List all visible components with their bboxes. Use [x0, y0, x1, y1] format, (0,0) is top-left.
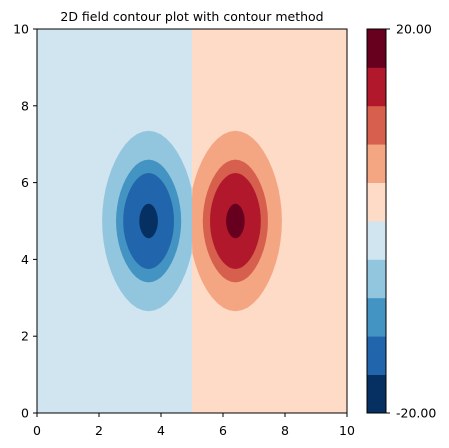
colorbar-band — [367, 182, 386, 222]
x-tick-label: 10 — [339, 423, 355, 438]
colorbar-band — [367, 297, 386, 337]
colorbar-band — [367, 259, 386, 299]
x-tick-label: 0 — [33, 423, 41, 438]
colorbar: 20.00 -20.00 — [366, 22, 436, 421]
colorbar-band — [367, 144, 386, 183]
colorbar-bands — [367, 29, 386, 414]
colorbar-max-label: 20.00 — [396, 22, 432, 37]
x-tick-label: 6 — [219, 423, 227, 438]
x-axis: 0 2 4 6 8 10 — [33, 413, 355, 438]
colorbar-min-label: -20.00 — [396, 406, 436, 421]
y-tick-label: 10 — [13, 22, 29, 37]
y-tick-label: 4 — [21, 252, 29, 267]
plot-area — [36, 28, 348, 414]
chart-title: 2D field contour plot with contour metho… — [60, 9, 323, 24]
positive-contours — [192, 130, 282, 312]
x-tick-label: 4 — [157, 423, 165, 438]
colorbar-band — [367, 105, 386, 145]
y-tick-label: 0 — [21, 406, 29, 421]
x-tick-label: 8 — [281, 423, 289, 438]
y-tick-label: 6 — [21, 175, 29, 190]
y-axis: 0 2 4 6 8 10 — [13, 22, 37, 421]
colorbar-band — [367, 221, 386, 260]
colorbar-band — [367, 374, 386, 414]
colorbar-band — [367, 336, 386, 375]
y-tick-label: 2 — [21, 329, 29, 344]
negative-contours — [102, 130, 192, 312]
x-tick-label: 2 — [95, 423, 103, 438]
plot-frame — [36, 28, 348, 414]
colorbar-band — [367, 29, 386, 68]
colorbar-band — [367, 67, 386, 107]
negative-contour-band-4 — [139, 203, 158, 239]
y-tick-label: 8 — [21, 98, 29, 113]
positive-contour-band-4 — [226, 203, 245, 239]
colorbar-frame — [366, 28, 387, 414]
